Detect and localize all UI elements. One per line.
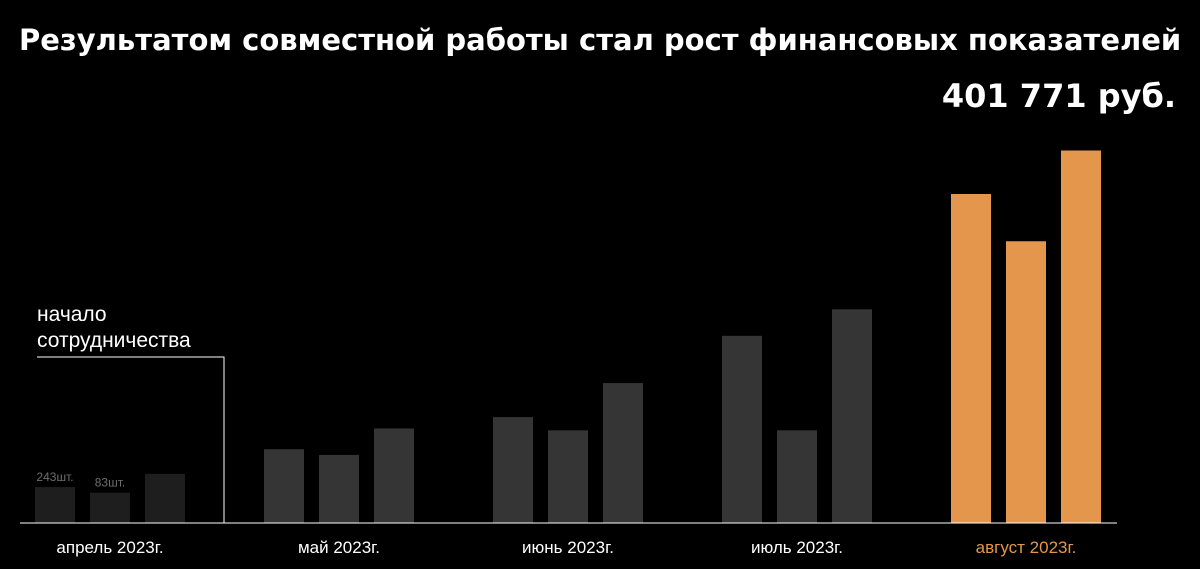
bar-1-1	[319, 454, 359, 523]
bar-1-2	[374, 428, 414, 523]
bar-3-1	[777, 430, 817, 523]
category-labels: апрель 2023г. май 2023г. июнь 2023г. июль 2…	[56, 538, 1076, 557]
annotation-bracket	[37, 356, 225, 523]
bar-0-1	[90, 492, 130, 523]
bar-2-0	[493, 417, 533, 523]
bar-4-0	[951, 193, 991, 523]
bar-4-1	[1006, 241, 1046, 523]
annotation-group: начало сотрудничества	[37, 303, 225, 523]
category-label-0: апрель 2023г.	[56, 538, 163, 557]
bar-3-2	[832, 309, 872, 523]
annotation-line-1: начало	[37, 303, 107, 326]
annotation-line-2: сотрудничества	[37, 329, 191, 352]
category-label-4: август 2023г.	[976, 538, 1077, 557]
bar-3-0	[722, 335, 762, 523]
bar-1-0	[264, 449, 304, 523]
category-label-3: июль 2023г.	[751, 538, 843, 557]
highlight-value: 401 771 руб.	[942, 77, 1176, 115]
category-label-1: май 2023г.	[298, 538, 380, 557]
bar-2-2	[603, 383, 643, 523]
bar-0-2	[145, 473, 185, 523]
bar-2-1	[548, 430, 588, 523]
bar-4-2	[1061, 150, 1101, 523]
bar-value-label-1: 83шт.	[95, 476, 125, 490]
bar-0-0	[35, 487, 75, 523]
chart-title: Результатом совместной работы стал рост …	[19, 23, 1181, 57]
bar-value-label-0: 243шт.	[36, 470, 73, 484]
category-label-2: июнь 2023г.	[522, 538, 614, 557]
bars-group: 243шт. 83шт.	[35, 150, 1101, 523]
